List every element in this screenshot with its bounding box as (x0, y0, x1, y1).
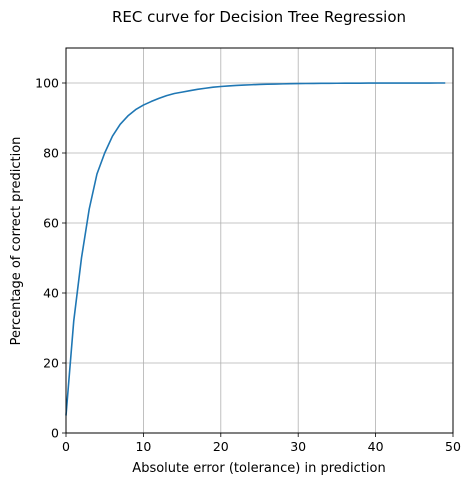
plot-frame (65, 47, 454, 434)
plot-area (65, 82, 446, 416)
y-tick-label: 0 (51, 426, 59, 441)
x-tick-label: 40 (368, 439, 384, 454)
y-tick-label: 20 (43, 356, 59, 371)
y-tick-label: 40 (43, 286, 59, 301)
y-tick-label: 80 (43, 146, 59, 161)
chart-title: REC curve for Decision Tree Regression (112, 8, 406, 26)
y-axis-label: Percentage of correct prediction (9, 137, 24, 346)
x-tick-label: 10 (135, 439, 151, 454)
x-tick-label: 50 (445, 439, 461, 454)
y-axis-ticks: 0 20 40 60 80 100 (35, 76, 66, 441)
x-tick-label: 30 (290, 439, 306, 454)
x-tick-label: 20 (213, 439, 229, 454)
rec-curve-line (65, 82, 446, 416)
y-tick-label: 60 (43, 216, 59, 231)
x-axis-ticks: 0 10 20 30 40 50 (62, 433, 461, 454)
x-axis-label: Absolute error (tolerance) in prediction (132, 461, 385, 476)
grid (66, 48, 453, 433)
y-tick-label: 100 (35, 76, 59, 91)
x-tick-label: 0 (62, 439, 70, 454)
